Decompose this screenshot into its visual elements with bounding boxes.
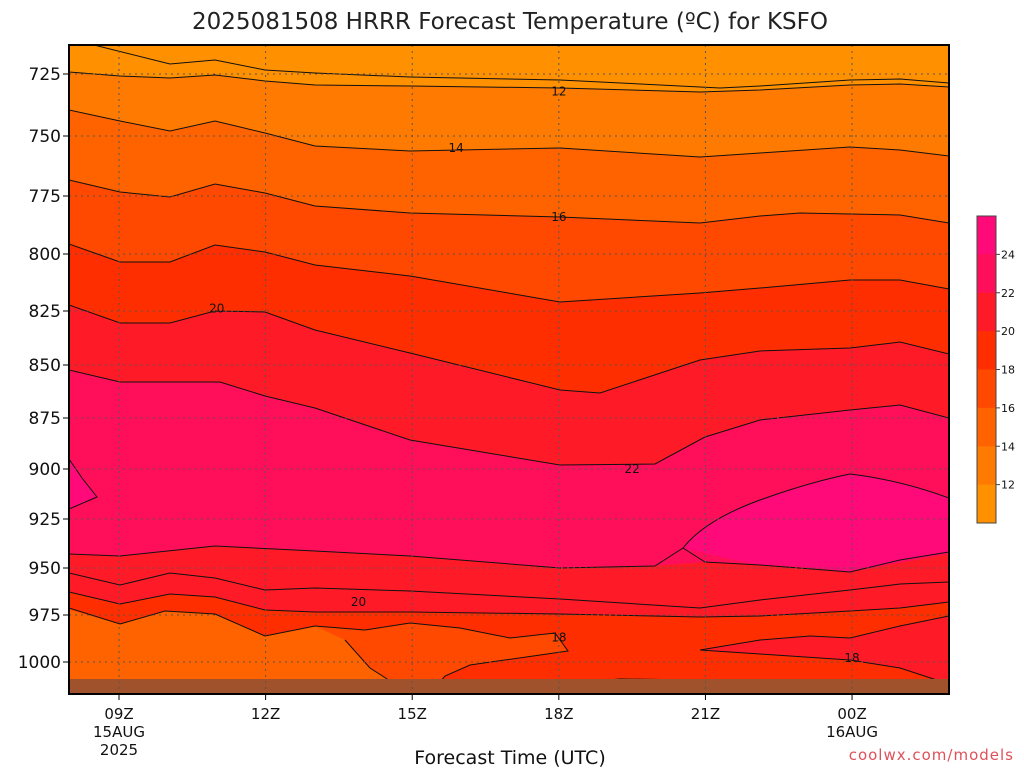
colorbar-swatch bbox=[977, 369, 996, 409]
contour-label: 14 bbox=[449, 141, 464, 155]
y-tick-label: 875 bbox=[29, 409, 61, 429]
contour-22 bbox=[69, 369, 949, 466]
band-gt24-left bbox=[69, 459, 97, 509]
contour-12 bbox=[69, 71, 949, 93]
colorbar-tick-label: 20 bbox=[1001, 325, 1015, 338]
contour-label: 20 bbox=[209, 302, 224, 316]
y-tick-label: 800 bbox=[29, 245, 61, 265]
y-tick-label: 900 bbox=[29, 460, 61, 480]
x-tick-label: 21Z bbox=[691, 705, 720, 723]
colorbar-swatch bbox=[977, 331, 996, 370]
colorbar-tick-label: 24 bbox=[1001, 248, 1015, 261]
y-tick-label: 1000 bbox=[18, 653, 61, 673]
colorbar-swatch bbox=[977, 446, 996, 486]
x-tick-label: 15Z bbox=[398, 705, 427, 723]
plot-area bbox=[69, 45, 949, 694]
y-tick-label: 975 bbox=[29, 606, 61, 626]
contour-16 bbox=[69, 179, 949, 224]
contour-24-right bbox=[682, 473, 949, 549]
contour-22-low bbox=[69, 545, 684, 569]
contour-labels: 12 14 16 20 22 20 18 18 bbox=[209, 84, 860, 665]
y-axis: 725 750 775 800 825 850 875 900 925 950 975 1000 bbox=[18, 65, 69, 673]
x-tick-label: 00Z bbox=[837, 705, 866, 723]
colorbar-tick-label: 12 bbox=[1001, 479, 1015, 492]
x-axis-label: Forecast Time (UTC) bbox=[414, 747, 605, 768]
y-tick-label: 850 bbox=[29, 356, 61, 376]
x-tick-date: 15AUG bbox=[93, 723, 145, 741]
colorbar-swatch bbox=[977, 407, 996, 447]
plot-frame bbox=[68, 44, 950, 695]
colorbar-tick-label: 22 bbox=[1001, 287, 1015, 300]
colorbar-swatch bbox=[977, 484, 996, 524]
contour-22-low-right bbox=[682, 547, 949, 573]
colorbar-swatch bbox=[977, 254, 996, 294]
y-tick-label: 750 bbox=[29, 127, 61, 147]
contour-label: 12 bbox=[551, 84, 566, 98]
colorbar-tick-label: 16 bbox=[1001, 402, 1015, 415]
chart-title: 2025081508 HRRR Forecast Temperature (ºC… bbox=[192, 9, 828, 35]
contour-20 bbox=[69, 304, 949, 394]
band-14-16-low bbox=[69, 610, 410, 694]
x-tick-year: 2025 bbox=[100, 741, 138, 759]
x-tick-label: 12Z bbox=[251, 705, 280, 723]
contour-18-surface bbox=[699, 615, 949, 651]
contour-18-low bbox=[69, 591, 949, 618]
x-tick-label: 18Z bbox=[544, 705, 573, 723]
contour-16-low bbox=[69, 607, 569, 694]
x-tick-label: 09Z bbox=[104, 705, 133, 723]
contour-label: 20 bbox=[351, 595, 366, 609]
band-gt24-right bbox=[683, 474, 949, 572]
contour-top bbox=[93, 45, 949, 89]
contour-label: 22 bbox=[624, 462, 639, 476]
credit-text: coolwx.com/models bbox=[849, 746, 1014, 764]
contour-label: 18 bbox=[551, 631, 566, 645]
grid bbox=[69, 45, 949, 694]
contour-20-low bbox=[69, 572, 949, 609]
y-tick-label: 725 bbox=[29, 65, 61, 85]
colorbar-swatch bbox=[977, 216, 996, 255]
y-tick-label: 925 bbox=[29, 510, 61, 530]
ground-fill bbox=[69, 679, 949, 694]
contour-label: 16 bbox=[551, 210, 566, 224]
band-18-surface bbox=[700, 616, 949, 684]
y-tick-label: 950 bbox=[29, 559, 61, 579]
contour-18-surface-b bbox=[699, 649, 949, 685]
colorbar-tick-label: 18 bbox=[1001, 364, 1015, 377]
colorbar-swatch bbox=[977, 292, 996, 332]
x-tick-date: 16AUG bbox=[826, 723, 878, 741]
y-tick-label: 775 bbox=[29, 187, 61, 207]
colorbar-tick-label: 14 bbox=[1001, 440, 1015, 453]
colorbar: 24 22 20 18 16 14 12 bbox=[976, 215, 1015, 524]
contour-18 bbox=[69, 243, 949, 303]
contour-label: 18 bbox=[844, 651, 859, 665]
y-tick-label: 825 bbox=[29, 302, 61, 322]
contour-13 bbox=[69, 109, 949, 158]
